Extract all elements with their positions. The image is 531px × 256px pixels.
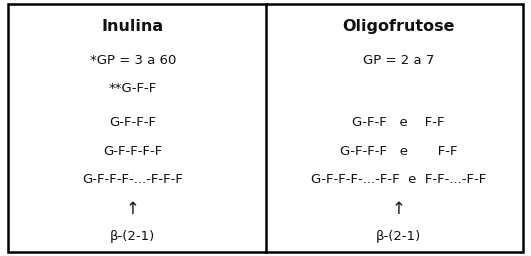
Text: ↑: ↑ — [391, 200, 405, 218]
Text: Oligofrutose: Oligofrutose — [342, 19, 455, 34]
Text: G-F-F-F-...-F-F  e  F-F-...-F-F: G-F-F-F-...-F-F e F-F-...-F-F — [311, 173, 486, 186]
Text: **G-F-F: **G-F-F — [109, 82, 157, 95]
Text: *GP = 3 a 60: *GP = 3 a 60 — [90, 54, 176, 67]
Text: β-(2-1): β-(2-1) — [375, 230, 421, 243]
Text: G-F-F-F-F: G-F-F-F-F — [103, 145, 162, 157]
Text: G-F-F   e    F-F: G-F-F e F-F — [352, 116, 444, 129]
Text: G-F-F-F: G-F-F-F — [109, 116, 156, 129]
Text: β-(2-1): β-(2-1) — [110, 230, 156, 243]
Text: ↑: ↑ — [126, 200, 140, 218]
Text: G-F-F-F   e       F-F: G-F-F-F e F-F — [339, 145, 457, 157]
Text: GP = 2 a 7: GP = 2 a 7 — [363, 54, 434, 67]
Text: Inulina: Inulina — [102, 19, 164, 34]
Text: G-F-F-F-...-F-F-F: G-F-F-F-...-F-F-F — [82, 173, 183, 186]
